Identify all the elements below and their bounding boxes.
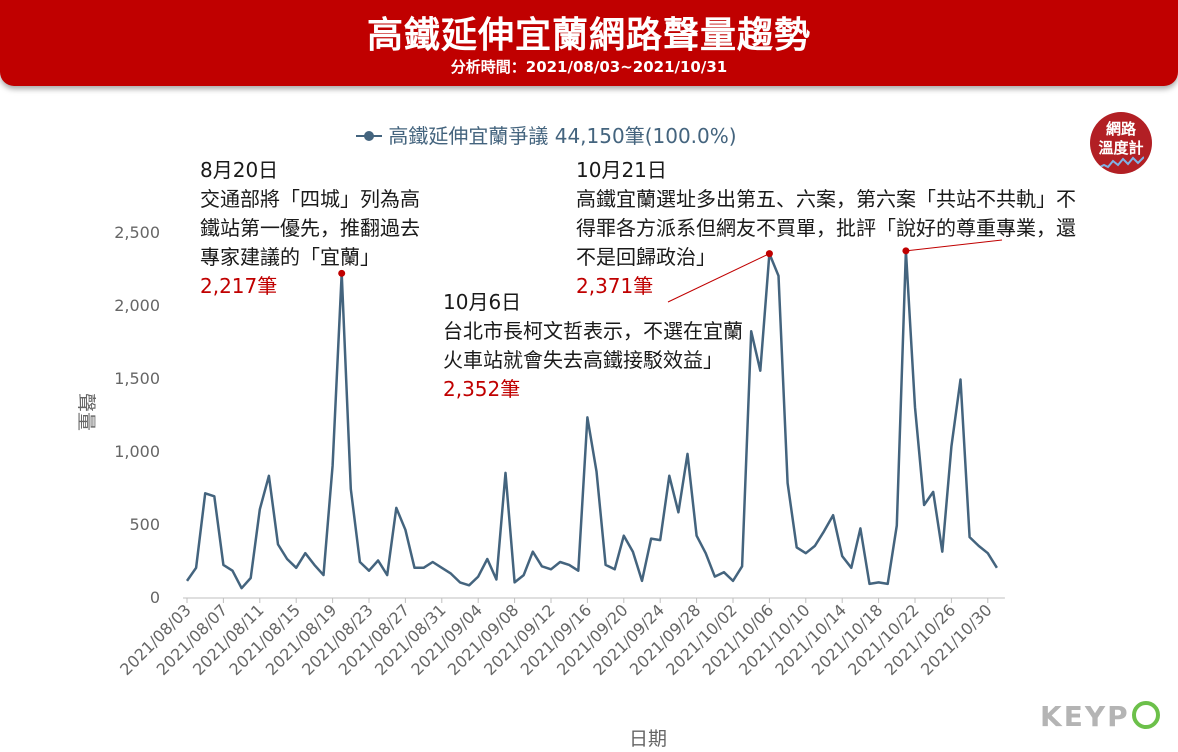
callout-connector (905, 239, 1003, 252)
highlight-dots (338, 247, 910, 277)
y-tick-label: 0 (150, 588, 160, 607)
y-axis-title: 聲量 (75, 393, 97, 431)
legend-label: 高鐵延伸宜蘭爭議 44,150筆(100.0%) (388, 124, 737, 148)
y-tick-label: 2,500 (114, 223, 160, 242)
y-axis: 0 500 1,000 1,500 2,000 2,500 (114, 223, 160, 607)
callout-connector (667, 253, 770, 303)
annotation-text: 交通部將「四城」列為高 (200, 187, 420, 211)
chart-legend: 高鐵延伸宜蘭爭議 44,150筆(100.0%) (356, 120, 737, 150)
annotation-text: 高鐵宜蘭選址多出第五、六案，第六案「共站不共軌」不 (576, 187, 1076, 211)
annotation-text: 台北市長柯文哲表示，不選在宜蘭 (443, 319, 743, 343)
annotation-date: 10月21日 (576, 158, 667, 182)
analysis-period: 分析時間：2021/08/03~2021/10/31 (450, 58, 728, 76)
brand-name: KEYP (1040, 700, 1130, 733)
y-tick-label: 2,000 (114, 296, 160, 315)
annotation-text: 得罪各方派系但網友不買單，批評「說好的尊重專業，還 (576, 216, 1076, 240)
annotation-text: 火車站就會失去高鐵接駁效益」 (443, 348, 723, 372)
annotation-value: 2,217筆 (200, 274, 278, 298)
series-line (185, 249, 998, 590)
x-axis: 2021/08/032021/08/072021/08/112021/08/15… (116, 597, 1005, 679)
badge-line-1: 網路 (1105, 120, 1136, 138)
x-axis-title: 日期 (629, 728, 667, 750)
y-tick-label: 500 (129, 515, 160, 534)
annotation-value: 2,371筆 (576, 274, 654, 298)
highlight-point (765, 250, 773, 258)
annotation-oct21: 10月21日 高鐵宜蘭選址多出第五、六案，第六案「共站不共軌」不 得罪各方派系但… (576, 156, 1076, 301)
highlight-point (902, 247, 910, 255)
annotation-text: 不是回歸政治」 (576, 245, 716, 269)
annotation-date: 10月6日 (443, 290, 522, 314)
badge-line-2: 溫度計 (1098, 139, 1144, 157)
annotation-text: 鐵站第一優先，推翻過去 (200, 216, 420, 240)
annotation-value: 2,352筆 (443, 377, 521, 401)
annotation-date: 8月20日 (200, 158, 279, 182)
wave-icon (1098, 156, 1144, 169)
y-tick-label: 1,000 (114, 442, 160, 461)
legend-line-marker-icon (356, 126, 382, 146)
brand-o-icon (1131, 701, 1160, 729)
annotation-aug20: 8月20日 交通部將「四城」列為高 鐵站第一優先，推翻過去 專家建議的「宜蘭」 … (200, 156, 420, 301)
highlight-point (338, 269, 346, 277)
temperature-badge: 網路 溫度計 (1090, 112, 1152, 174)
annotation-text: 專家建議的「宜蘭」 (200, 245, 380, 269)
header-banner: 高鐵延伸宜蘭網路聲量趨勢 分析時間：2021/08/03~2021/10/31 (0, 0, 1178, 86)
y-tick-label: 1,500 (114, 369, 160, 388)
page-title: 高鐵延伸宜蘭網路聲量趨勢 (366, 15, 811, 56)
annotation-oct6: 10月6日 台北市長柯文哲表示，不選在宜蘭 火車站就會失去高鐵接駁效益」 2,3… (443, 288, 743, 404)
callout-lines (667, 239, 1003, 303)
keypo-logo: KEYP (1040, 700, 1160, 733)
